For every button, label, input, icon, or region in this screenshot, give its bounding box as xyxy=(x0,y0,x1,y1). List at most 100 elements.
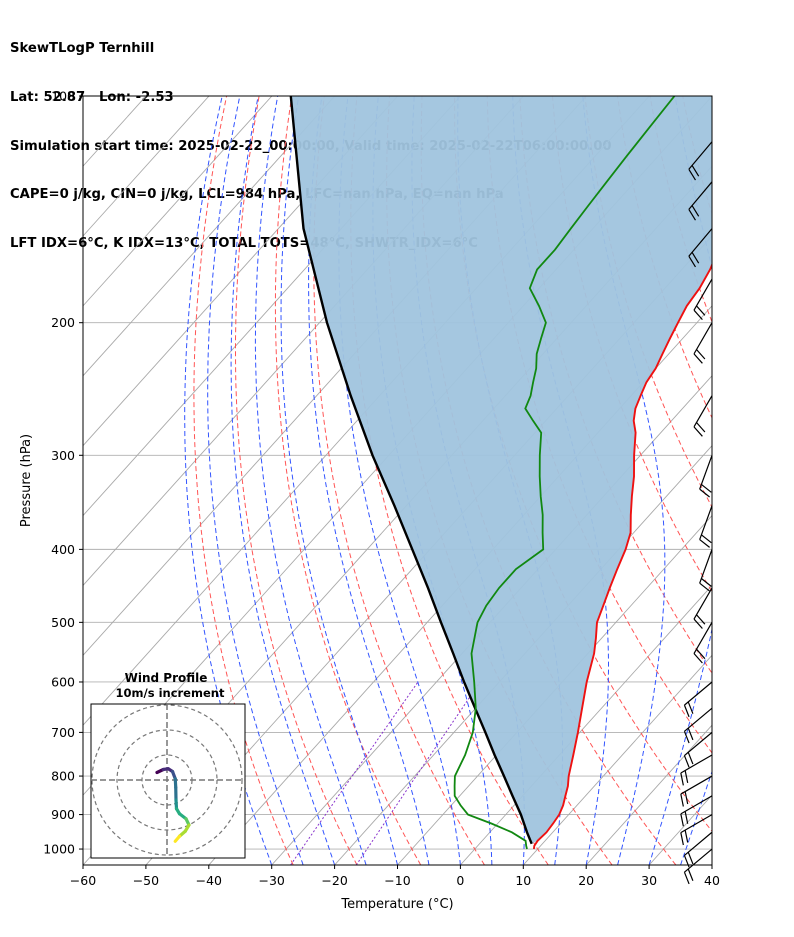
wind-barb xyxy=(699,549,713,592)
x-tick-label: 30 xyxy=(641,873,657,888)
wind-barb xyxy=(680,795,713,827)
wind-barb-flag xyxy=(684,791,689,805)
y-axis-label: Pressure (hPa) xyxy=(19,434,34,527)
y-tick-label: 400 xyxy=(51,542,75,557)
wind-barb-flag xyxy=(683,704,690,718)
moist-adiabat-line xyxy=(711,863,712,865)
wind-barb-flag xyxy=(696,349,706,360)
isotherm-line xyxy=(83,96,210,237)
wind-barb-flag xyxy=(699,539,710,548)
wind-barb-flag xyxy=(693,353,703,364)
wind-barb-flag xyxy=(701,483,712,493)
wind-barb-flag xyxy=(688,209,696,221)
wind-barb xyxy=(699,505,713,548)
wind-barb xyxy=(688,181,713,221)
x-tick-label: 20 xyxy=(578,873,594,888)
wind-barb xyxy=(693,278,713,321)
wind-barb-staff xyxy=(693,278,713,311)
wind-barb xyxy=(683,731,713,768)
dewpoint-line xyxy=(453,96,676,850)
wind-barb-flag xyxy=(691,205,700,217)
mixing-ratio-line xyxy=(290,681,419,865)
wind-barb-flag xyxy=(683,731,690,744)
x-tick-label: −40 xyxy=(196,873,222,888)
isotherm-line xyxy=(585,724,712,865)
hodograph-subtitle: 10m/s increment xyxy=(116,686,225,700)
wind-barb-staff xyxy=(688,228,713,257)
isotherm-line xyxy=(711,864,712,865)
wind-barb-flag xyxy=(684,829,689,843)
moist-adiabat-line xyxy=(680,770,712,865)
y-tick-label: 500 xyxy=(51,615,75,630)
wind-barb xyxy=(693,622,713,664)
dry-adiabat-line xyxy=(748,96,794,865)
moist-adiabat-line xyxy=(207,96,304,865)
moist-adiabat-line xyxy=(280,96,398,865)
x-tick-label: 10 xyxy=(515,873,531,888)
wind-barb xyxy=(688,141,713,181)
wind-barb-flag xyxy=(680,832,684,846)
wind-barb-staff xyxy=(688,181,713,210)
wind-barb-flag xyxy=(691,165,700,177)
moist-adiabat-line xyxy=(254,96,367,865)
wind-barb-staff xyxy=(684,831,713,856)
wind-barb xyxy=(680,775,713,807)
isotherm-line xyxy=(83,96,399,447)
wind-barb-flag xyxy=(699,582,710,592)
wind-barb xyxy=(683,831,713,868)
wind-barb-staff xyxy=(693,322,713,355)
wind-barb xyxy=(683,681,713,718)
wind-barb-flag xyxy=(693,653,703,664)
parcel-profile-line xyxy=(289,96,533,845)
dry-adiabat-line xyxy=(235,96,358,865)
wind-barb-staff xyxy=(699,505,713,540)
wind-barb-flag xyxy=(691,252,700,264)
moist-adiabat-line xyxy=(184,96,273,865)
moist-adiabat-line xyxy=(338,96,461,865)
wind-barb xyxy=(680,814,713,846)
wind-barb-staff xyxy=(693,622,713,654)
x-tick-label: −30 xyxy=(259,873,285,888)
wind-barb xyxy=(688,228,713,268)
moist-adiabat-line xyxy=(230,96,336,865)
wind-barb-flag xyxy=(696,422,706,433)
wind-barb-flag xyxy=(680,772,684,786)
moist-adiabat-line xyxy=(582,96,666,865)
wind-barb-flag xyxy=(688,168,696,181)
temperature-line xyxy=(532,262,712,850)
wind-barb xyxy=(683,848,713,885)
wind-barb-flag xyxy=(693,426,703,437)
wind-barb-flag xyxy=(701,534,712,544)
chart-title: SkewTLogP Ternhill xyxy=(10,41,155,57)
wind-barb-flag xyxy=(683,755,690,768)
wind-barb-flag xyxy=(696,305,706,316)
dry-adiabat-line xyxy=(715,96,794,865)
wind-barb-staff xyxy=(680,814,713,834)
wind-barb-staff xyxy=(688,141,713,170)
wind-barb-flag xyxy=(699,488,710,498)
wind-barb-flag xyxy=(701,578,712,587)
wind-barb-flag xyxy=(680,793,684,807)
y-tick-label: 1000 xyxy=(43,842,75,857)
isotherm-line xyxy=(83,96,336,377)
x-tick-label: −60 xyxy=(70,873,96,888)
hodograph-trace-segment xyxy=(173,834,182,843)
wind-barb-flag xyxy=(693,618,703,629)
wind-barb-flag xyxy=(688,255,696,268)
dry-adiabat-line xyxy=(193,96,294,865)
wind-barb-staff xyxy=(684,731,713,756)
isotherm-line xyxy=(334,444,712,865)
wind-barb-flag xyxy=(693,309,703,321)
wind-barb-staff xyxy=(699,549,713,584)
y-tick-label: 700 xyxy=(51,725,75,740)
wind-barb xyxy=(693,322,713,364)
plot-area xyxy=(83,96,794,865)
wind-barb-flag xyxy=(687,868,694,881)
wind-barb xyxy=(683,707,713,744)
x-tick-label: −10 xyxy=(384,873,410,888)
wind-barb-flag xyxy=(696,614,706,625)
isotherm-line xyxy=(522,654,712,865)
wind-barb-staff xyxy=(680,795,713,815)
y-tick-label: 600 xyxy=(51,674,75,689)
